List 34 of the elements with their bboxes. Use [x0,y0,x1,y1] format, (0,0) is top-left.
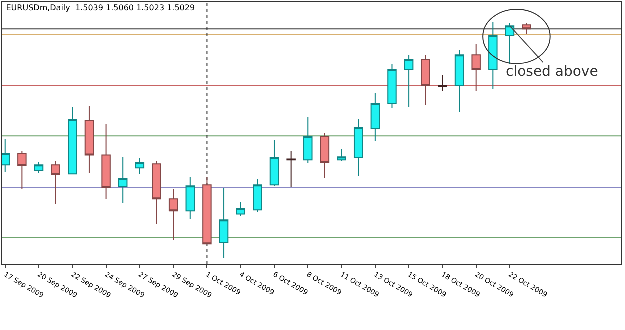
candlestick [186,176,196,220]
candlestick [135,158,145,175]
chart-title: EURUSDm,Daily 1.5039 1.5060 1.5023 1.5029 [6,4,196,13]
candlestick [320,132,330,179]
candlestick [388,64,397,108]
candlestick [404,54,414,108]
candlestick [34,162,44,174]
candlestick [438,74,448,92]
candlestick [2,138,10,173]
candlestick [168,188,178,241]
candlestick [219,188,229,259]
candlestick [51,160,60,205]
candlestick [84,106,94,174]
candlestick [286,150,296,188]
candlestick [522,22,532,35]
candlestick [202,176,212,245]
candlestick [236,202,246,217]
annotation: closed above [506,64,598,80]
candlestick [505,22,515,65]
candlestick [354,118,364,177]
candlestick [488,22,498,90]
candlestick [370,92,380,142]
candlestick [102,124,111,200]
candlestick [68,106,78,175]
candlestick [472,44,481,92]
candlestick [454,50,464,112]
candlestick [18,150,27,190]
candlestick [421,54,430,106]
candlestick [337,148,346,162]
candlestick [253,178,262,213]
candlestick [118,156,128,204]
candlestick [152,160,162,225]
candlestick [270,140,280,187]
candlestick [304,116,313,164]
